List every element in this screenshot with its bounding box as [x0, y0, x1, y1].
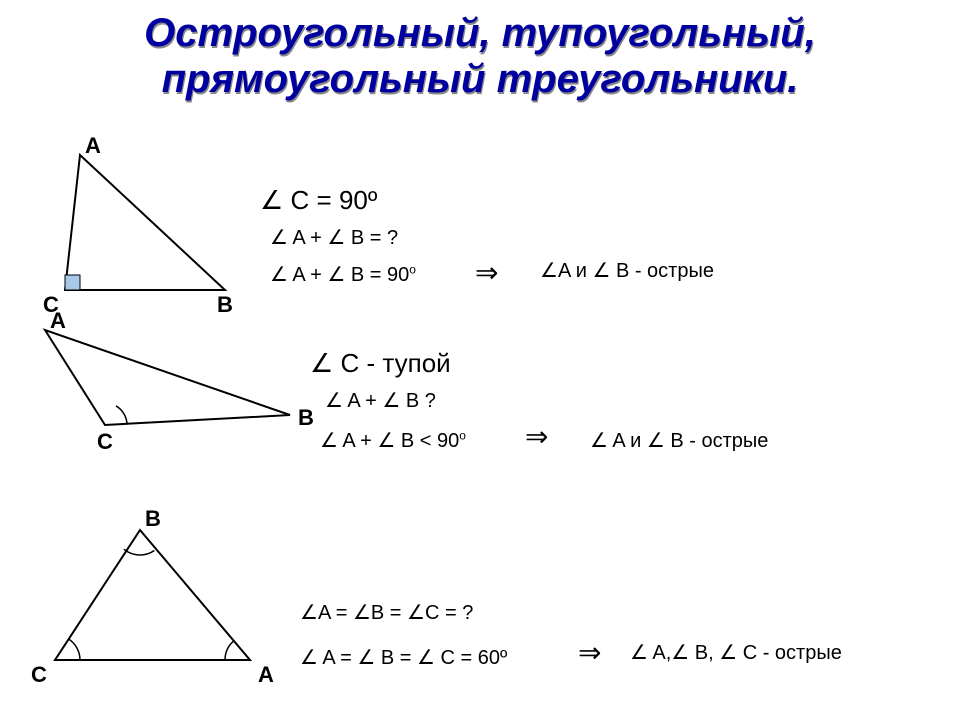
- obtuse-triangle: [30, 330, 330, 450]
- tri1-heading: ∠ C = 90º: [260, 185, 377, 216]
- vertex-c-label: C: [31, 662, 47, 688]
- right-triangle: [40, 155, 260, 305]
- page-title: Остроугольный, тупоугольный,прямоугольны…: [0, 10, 960, 102]
- title-main: Остроугольный, тупоугольный,прямоугольны…: [0, 10, 960, 102]
- tri1-line2: ∠ A + ∠ B = 90о: [270, 262, 416, 287]
- vertex-a-label: A: [258, 662, 274, 688]
- tri1-line1: ∠ A + ∠ B = ?: [270, 225, 398, 250]
- tri3-arrow: ⇒: [578, 636, 601, 669]
- tri3-line1: ∠A = ∠B = ∠C = ?: [300, 600, 473, 625]
- vertex-b-label: B: [145, 506, 161, 532]
- vertex-a-label: A: [50, 308, 66, 334]
- tri2-line1: ∠ A + ∠ B ?: [325, 388, 436, 413]
- page: Остроугольный, тупоугольный,прямоугольны…: [0, 0, 960, 720]
- vertex-b-label: B: [217, 292, 233, 318]
- tri3-line2: ∠ A = ∠ B = ∠ C = 60º: [300, 645, 507, 670]
- tri2-heading: ∠ C - тупой: [310, 348, 451, 379]
- equilateral-triangle: [45, 530, 285, 680]
- tri1-arrow: ⇒: [475, 256, 498, 289]
- tri1-conclusion: ∠A и ∠ B - острые: [540, 258, 714, 283]
- tri2-arrow: ⇒: [525, 420, 548, 453]
- tri2-line2: ∠ A + ∠ B < 90о: [320, 428, 466, 453]
- vertex-a-label: A: [85, 133, 101, 159]
- tri3-conclusion: ∠ A,∠ B, ∠ C - острые: [630, 640, 842, 665]
- vertex-c-label: C: [97, 429, 113, 455]
- tri2-conclusion: ∠ A и ∠ B - острые: [590, 428, 768, 453]
- vertex-b-label: B: [298, 405, 314, 431]
